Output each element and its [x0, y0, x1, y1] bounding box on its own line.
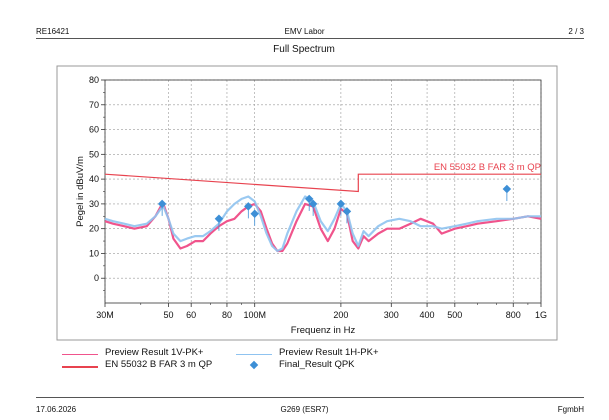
final-result-point — [342, 207, 352, 216]
final-result-point — [250, 209, 259, 219]
final-result-point — [157, 199, 167, 209]
legend-swatch-preview-h — [236, 354, 272, 355]
final-result-point — [308, 199, 318, 209]
y-tick-label: 30 — [89, 199, 99, 209]
y-tick-label: 70 — [89, 100, 99, 110]
x-tick-label: 50 — [164, 310, 174, 320]
x-tick-label: 800 — [506, 310, 521, 320]
legend-label-limit: EN 55032 B FAR 3 m QP — [105, 359, 213, 370]
y-axis-label: Pegel in dBuV/m — [75, 156, 86, 227]
x-tick-label: 400 — [420, 310, 435, 320]
lab-name: EMV Labor — [284, 27, 325, 36]
footer-device: G269 (ESR7) — [280, 405, 329, 414]
chart: Full Spectrum 0 10 20 30 40 50 60 70 80 30M 50 60 80 1… — [56, 44, 558, 341]
footer-company: FgmbH — [557, 405, 584, 414]
y-tick-label: 0 — [94, 273, 99, 283]
final-result-point — [502, 184, 512, 194]
x-tick-label: 100M — [243, 310, 266, 320]
x-tick-label: 500 — [447, 310, 462, 320]
x-axis-label: Frequenz in Hz — [291, 325, 356, 336]
header-rule — [36, 38, 584, 39]
legend-label-final: Final_Result QPK — [279, 359, 355, 370]
x-tick-label: 200 — [333, 310, 348, 320]
legend-label-preview-h: Preview Result 1H-PK+ — [279, 347, 379, 358]
page-number: 2 / 3 — [568, 27, 584, 36]
plot-area — [104, 79, 542, 304]
final-result-point — [214, 214, 224, 223]
y-tick-label: 20 — [89, 224, 99, 234]
x-tick-label: 30M — [96, 310, 114, 320]
chart-title: Full Spectrum — [273, 44, 335, 55]
limit-annotation: EN 55032 B FAR 3 m QP — [434, 162, 541, 173]
y-tick-label: 50 — [89, 149, 99, 159]
y-tick-label: 10 — [89, 248, 99, 258]
legend-swatch-limit — [62, 366, 98, 368]
final-result-point — [336, 199, 346, 209]
x-tick-label: 80 — [222, 310, 232, 320]
chart-frame — [56, 65, 558, 341]
y-tick-label: 60 — [89, 125, 99, 135]
legend-marker-final — [249, 360, 259, 370]
x-tick-label: 60 — [186, 310, 196, 320]
footer-rule — [36, 397, 584, 398]
x-tick-label: 300 — [384, 310, 399, 320]
footer-date: 17.06.2026 — [36, 405, 77, 414]
series-preview-1h — [104, 195, 541, 253]
legend-label-preview-v: Preview Result 1V-PK+ — [105, 347, 204, 358]
report-id: RE16421 — [36, 27, 70, 36]
legend-swatch-preview-v — [62, 354, 98, 355]
x-tick-label: 1G — [535, 310, 547, 320]
y-tick-label: 80 — [89, 75, 99, 85]
series-limit-line — [104, 173, 541, 193]
final-result-point — [244, 202, 253, 211]
final-result-point — [304, 194, 314, 204]
y-tick-label: 40 — [89, 174, 99, 184]
